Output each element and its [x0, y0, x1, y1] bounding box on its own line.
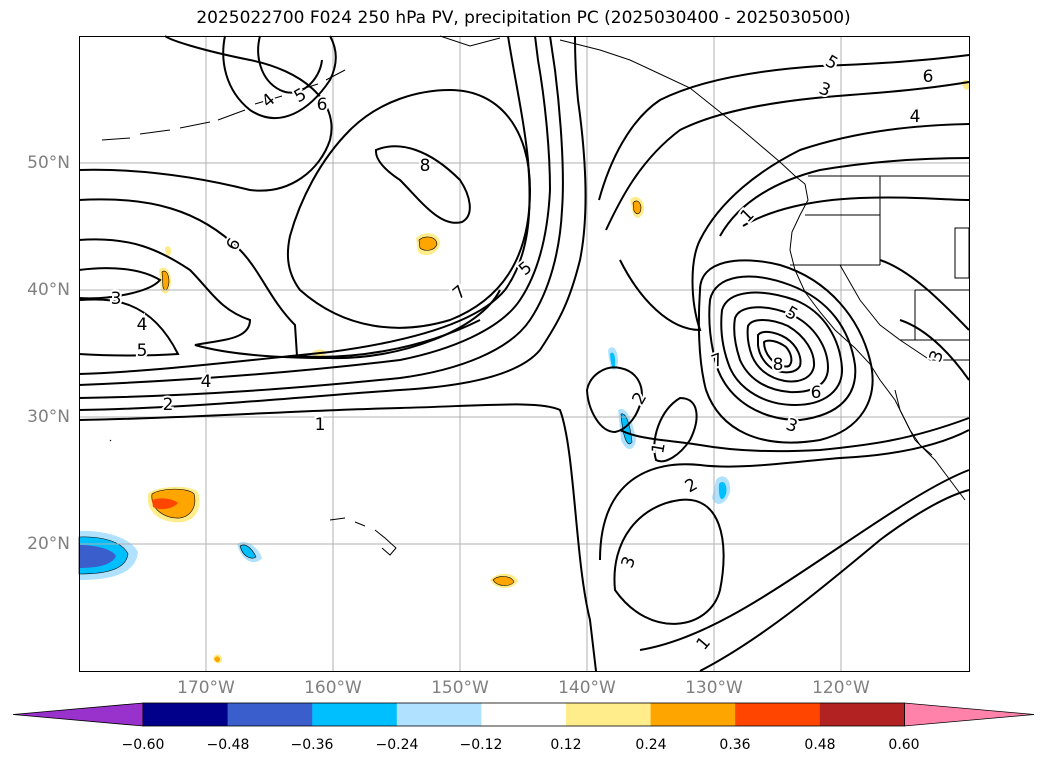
lat-label-30n: 30°N — [27, 407, 70, 427]
colorbar-tick-label: −0.24 — [375, 737, 419, 753]
lon-label-170w: 170°W — [177, 678, 235, 698]
colorbar-tick-label: −0.60 — [121, 737, 165, 753]
contour-label: 8 — [773, 355, 784, 375]
colorbar-segment — [650, 703, 736, 726]
contour-label: 6 — [923, 67, 934, 87]
lon-label-120w: 120°W — [812, 678, 870, 698]
colorbar-tick-label: −0.12 — [459, 737, 503, 753]
contour-label: 5 — [137, 341, 148, 361]
contour-label: 3 — [111, 289, 122, 309]
contour-label: 1 — [315, 415, 326, 435]
colorbar-segment — [227, 703, 313, 726]
colorbar-tick-label: −0.36 — [290, 737, 334, 753]
contour-label: 6 — [317, 95, 328, 115]
colorbar — [12, 702, 1035, 727]
colorbar-tick-label: 0.24 — [635, 737, 667, 753]
colorbar-frame — [142, 702, 905, 727]
colorbar-tick-label: 0.48 — [804, 737, 836, 753]
colorbar-tick-label: −0.48 — [206, 737, 250, 753]
lat-label-50n: 50°N — [27, 153, 70, 173]
colorbar-segment — [396, 703, 482, 726]
map-title: 2025022700 F024 250 hPa PV, precipitatio… — [196, 8, 851, 28]
colorbar-segment — [312, 703, 398, 726]
colorbar-tick-label: 0.12 — [550, 737, 582, 753]
contour-label: 4 — [137, 315, 148, 335]
map-frame — [79, 36, 970, 672]
contour-label: 8 — [420, 156, 431, 176]
lat-label-20n: 20°N — [27, 534, 70, 554]
graticule — [79, 36, 969, 671]
contour-label: 4 — [910, 107, 921, 127]
colorbar-segment — [819, 703, 905, 726]
pv-contours — [78, 35, 970, 672]
lon-label-160w: 160°W — [304, 678, 362, 698]
lat-label-40n: 40°N — [27, 280, 70, 300]
colorbar-segment — [481, 703, 567, 726]
lon-label-150w: 150°W — [431, 678, 489, 698]
contour-label: 6 — [811, 383, 822, 403]
lon-label-130w: 130°W — [685, 678, 743, 698]
colorbar-extend-high — [904, 702, 1035, 727]
contour-label: 2 — [163, 395, 174, 415]
colorbar-segment — [735, 703, 821, 726]
colorbar-extend-low — [12, 702, 144, 727]
lon-label-140w: 140°W — [558, 678, 616, 698]
colorbar-segment — [566, 703, 652, 726]
colorbar-segment — [143, 703, 229, 726]
colorbar-segments — [12, 702, 1035, 727]
coastlines — [101, 35, 970, 556]
precip-negative-areas — [78, 347, 731, 580]
colorbar-tick-label: 0.36 — [719, 737, 751, 753]
precip-positive-areas — [147, 80, 970, 664]
colorbar-tick-label: 0.60 — [888, 737, 920, 753]
contour-label: 4 — [201, 372, 212, 392]
